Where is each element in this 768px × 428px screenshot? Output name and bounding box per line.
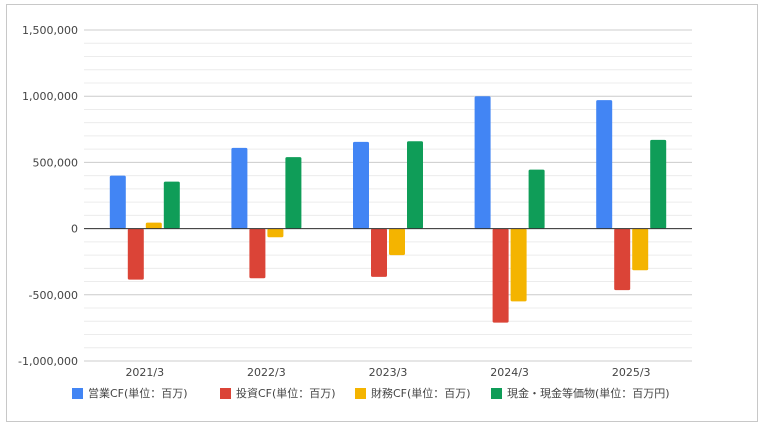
- bar-2021-3-series-3: [163, 181, 180, 229]
- bar-2024-3-series-3: [528, 169, 545, 229]
- bar-2022-3-series-0: [231, 147, 248, 229]
- bar-2022-3-series-1: [249, 228, 266, 279]
- legend-item: 財務CF(単位：百万): [355, 386, 471, 400]
- y-tick-label: 0: [71, 223, 78, 236]
- bar-2025-3-series-0: [596, 100, 613, 229]
- y-tick-label: 1,500,000: [22, 24, 78, 37]
- x-tick-label: 2025/3: [612, 366, 651, 379]
- bar-2022-3-series-3: [285, 157, 302, 229]
- legend-item: 投資CF(単位：百万): [220, 386, 336, 400]
- legend-label: 投資CF(単位：百万): [236, 386, 336, 400]
- y-axis: -1,000,000 -500,000 0 500,000 1,000,000 1,500…: [18, 24, 78, 368]
- bar-2021-3-series-2: [145, 222, 162, 229]
- x-axis: 2021/3 2022/3 2023/3 2024/3 2025/3: [125, 366, 650, 379]
- legend-item: 現金・現金等価物(単位：百万円): [491, 386, 670, 400]
- bar-2024-3-series-2: [510, 228, 527, 302]
- bar-2023-3-series-3: [407, 141, 423, 229]
- bars: [109, 96, 667, 323]
- legend-swatch: [491, 388, 502, 399]
- y-tick-label: -1,000,000: [18, 355, 78, 368]
- legend-label: 現金・現金等価物(単位：百万円): [507, 386, 670, 400]
- bar-2023-3-series-2: [389, 228, 405, 256]
- bar-2024-3-series-1: [492, 228, 509, 323]
- bar-2022-3-series-2: [267, 228, 284, 238]
- bar-2023-3-series-0: [353, 141, 369, 229]
- bar-2023-3-series-1: [371, 228, 387, 277]
- bar-2021-3-series-1: [127, 228, 144, 280]
- gridlines: [84, 29, 692, 362]
- x-tick-label: 2024/3: [490, 366, 529, 379]
- legend-swatch: [355, 388, 366, 399]
- bar-2024-3-series-0: [474, 96, 491, 229]
- x-tick-label: 2021/3: [125, 366, 164, 379]
- legend: 営業CF(単位：百万) 投資CF(単位：百万) 財務CF(単位：百万) 現金・現金等価…: [72, 386, 670, 400]
- y-tick-label: 500,000: [33, 156, 79, 169]
- y-tick-label: 1,000,000: [22, 90, 78, 103]
- chart-frame: [6, 4, 758, 422]
- bar-2025-3-series-1: [614, 228, 631, 291]
- y-tick-label: -500,000: [29, 289, 78, 302]
- bar-2025-3-series-3: [650, 139, 667, 229]
- legend-item: 営業CF(単位：百万): [72, 386, 188, 400]
- bar-2025-3-series-2: [632, 228, 649, 271]
- x-tick-label: 2022/3: [247, 366, 286, 379]
- x-tick-label: 2023/3: [369, 366, 408, 379]
- legend-label: 財務CF(単位：百万): [371, 386, 471, 400]
- legend-swatch: [72, 388, 83, 399]
- bar-2021-3-series-0: [109, 175, 126, 229]
- legend-swatch: [220, 388, 231, 399]
- legend-label: 営業CF(単位：百万): [88, 386, 188, 400]
